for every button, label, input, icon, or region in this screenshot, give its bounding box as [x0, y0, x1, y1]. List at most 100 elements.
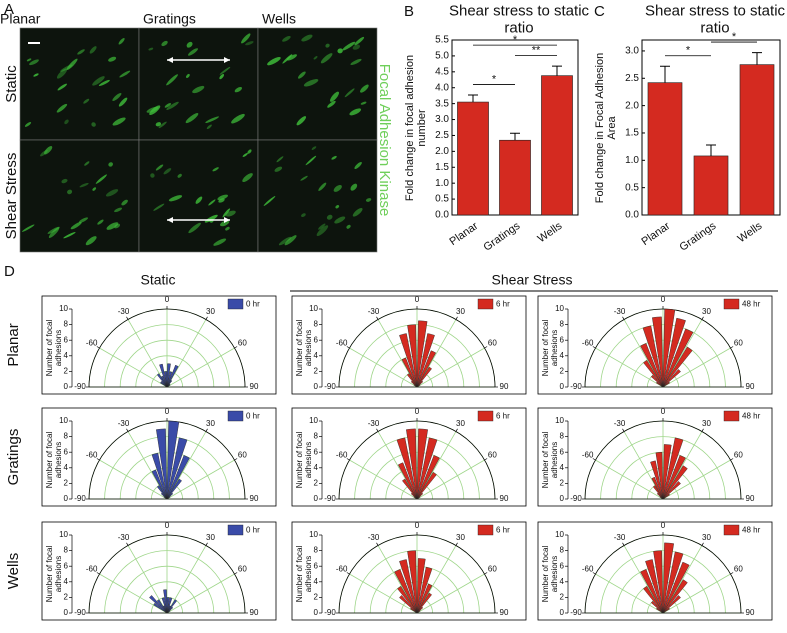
grid-spoke	[623, 319, 664, 388]
adhesion-spot	[24, 121, 32, 127]
grid-spoke	[99, 573, 168, 614]
grid-spoke	[662, 545, 703, 614]
polar-frame	[537, 407, 773, 507]
chart-title: Shear stress to static ratio	[644, 2, 786, 36]
grid-spoke	[99, 347, 168, 388]
theta-tick-label: -90	[324, 608, 336, 617]
adhesion-spot	[91, 122, 96, 127]
y-axis-label: Fold change in Focal Adhesion Area	[593, 52, 618, 203]
polar-bar	[166, 420, 180, 500]
r-tick-label: 8	[314, 546, 319, 555]
polar-bar	[416, 610, 421, 614]
adhesion-spot	[354, 161, 362, 170]
adhesion-spot	[118, 38, 125, 45]
adhesion-spot	[219, 73, 225, 80]
theta-tick-label: 0	[415, 295, 420, 304]
polar-bar	[162, 605, 168, 614]
adhesion-spot	[114, 223, 121, 229]
polar-bar	[416, 566, 433, 614]
theta-tick	[592, 572, 596, 575]
adhesion-spot	[313, 56, 318, 60]
theta-tick-label: 60	[238, 339, 247, 348]
adhesion-spot	[188, 222, 201, 234]
grid-spoke	[349, 459, 418, 500]
polar-bar	[652, 485, 664, 500]
theta-tick-label: -30	[614, 533, 626, 542]
theta-tick	[592, 458, 596, 461]
theta-tick-label: 60	[238, 565, 247, 574]
adhesion-spot	[335, 205, 340, 209]
y-tick-label: 0.0	[625, 210, 639, 221]
theta-tick-label: -60	[582, 339, 594, 348]
r-axis-label: Number of focal adhesions	[541, 431, 559, 489]
grid-spoke	[662, 319, 703, 388]
polar-bar	[402, 478, 418, 500]
error-bar	[468, 94, 478, 103]
r-tick-label: 2	[64, 367, 69, 376]
adhesion-spot	[303, 79, 319, 87]
polar-bar	[407, 550, 418, 614]
polar-bar	[650, 600, 664, 614]
theta-tick	[346, 572, 350, 575]
r-tick-label: 4	[314, 351, 319, 360]
grid-spoke	[377, 545, 418, 614]
polar-bar	[397, 586, 418, 614]
y-tick-label: 2.5	[435, 130, 449, 141]
y-tick-label: 3.5	[435, 98, 449, 109]
adhesion-spot	[166, 74, 178, 86]
theta-tick-label: -30	[614, 419, 626, 428]
theta-tick-label: 30	[702, 533, 711, 542]
adhesion-spot	[78, 217, 89, 223]
adhesion-spot	[349, 108, 362, 116]
r-tick-label: 8	[64, 546, 69, 555]
grid-spoke	[127, 319, 168, 388]
polar-bar	[416, 558, 426, 614]
adhesion-spot	[164, 103, 172, 108]
theta-tick-label: 90	[250, 382, 259, 391]
adhesion-spot	[346, 224, 351, 229]
row-label: Gratings	[5, 429, 22, 486]
adhesion-spot	[64, 119, 69, 125]
polar-frame	[41, 407, 277, 507]
grid-spoke	[595, 573, 664, 614]
theta-tick-label: 0	[661, 521, 666, 530]
polar-bar	[410, 380, 418, 388]
polar-bar	[656, 492, 664, 500]
column-label: Gratings	[143, 11, 196, 27]
legend-swatch	[477, 524, 494, 536]
r-tick-label: 0	[314, 494, 319, 503]
error-bar	[752, 52, 762, 65]
theta-tick-label: -30	[118, 533, 130, 542]
adhesion-spot	[225, 210, 236, 217]
polar-bar	[399, 559, 418, 614]
theta-tick-label: 90	[250, 608, 259, 617]
adhesion-spot	[95, 174, 107, 184]
theta-tick	[346, 346, 350, 349]
theta-tick-label: -90	[324, 382, 336, 391]
row-label: Static	[3, 65, 20, 103]
adhesion-spot	[284, 235, 297, 246]
x-tick-label: Planar	[639, 220, 672, 248]
polar-bar	[662, 455, 686, 500]
theta-tick-label: 60	[734, 339, 743, 348]
theta-tick	[205, 428, 208, 432]
theta-tick-label: 90	[746, 494, 755, 503]
chart-title: Shear stress to static ratio	[448, 2, 590, 36]
grid-spoke	[662, 459, 731, 500]
theta-tick	[234, 458, 238, 461]
adhesion-spot	[320, 53, 333, 64]
adhesion-spot	[325, 43, 330, 48]
y-axis-label: Fold change in focal adhesion number	[403, 54, 428, 201]
adhesion-spot	[242, 153, 248, 157]
r-axis-label: Number of focal adhesions	[45, 431, 63, 489]
row-label: Shear Stress	[3, 153, 20, 240]
theta-tick	[701, 542, 704, 546]
adhesion-spot	[166, 101, 179, 110]
grid-spoke	[99, 459, 168, 500]
theta-tick-label: -60	[86, 451, 98, 460]
theta-tick-label: -90	[570, 382, 582, 391]
polar-bar	[416, 606, 424, 614]
adhesion-spot	[63, 232, 76, 239]
polar-bar	[662, 328, 694, 388]
adhesion-spot	[97, 219, 104, 225]
